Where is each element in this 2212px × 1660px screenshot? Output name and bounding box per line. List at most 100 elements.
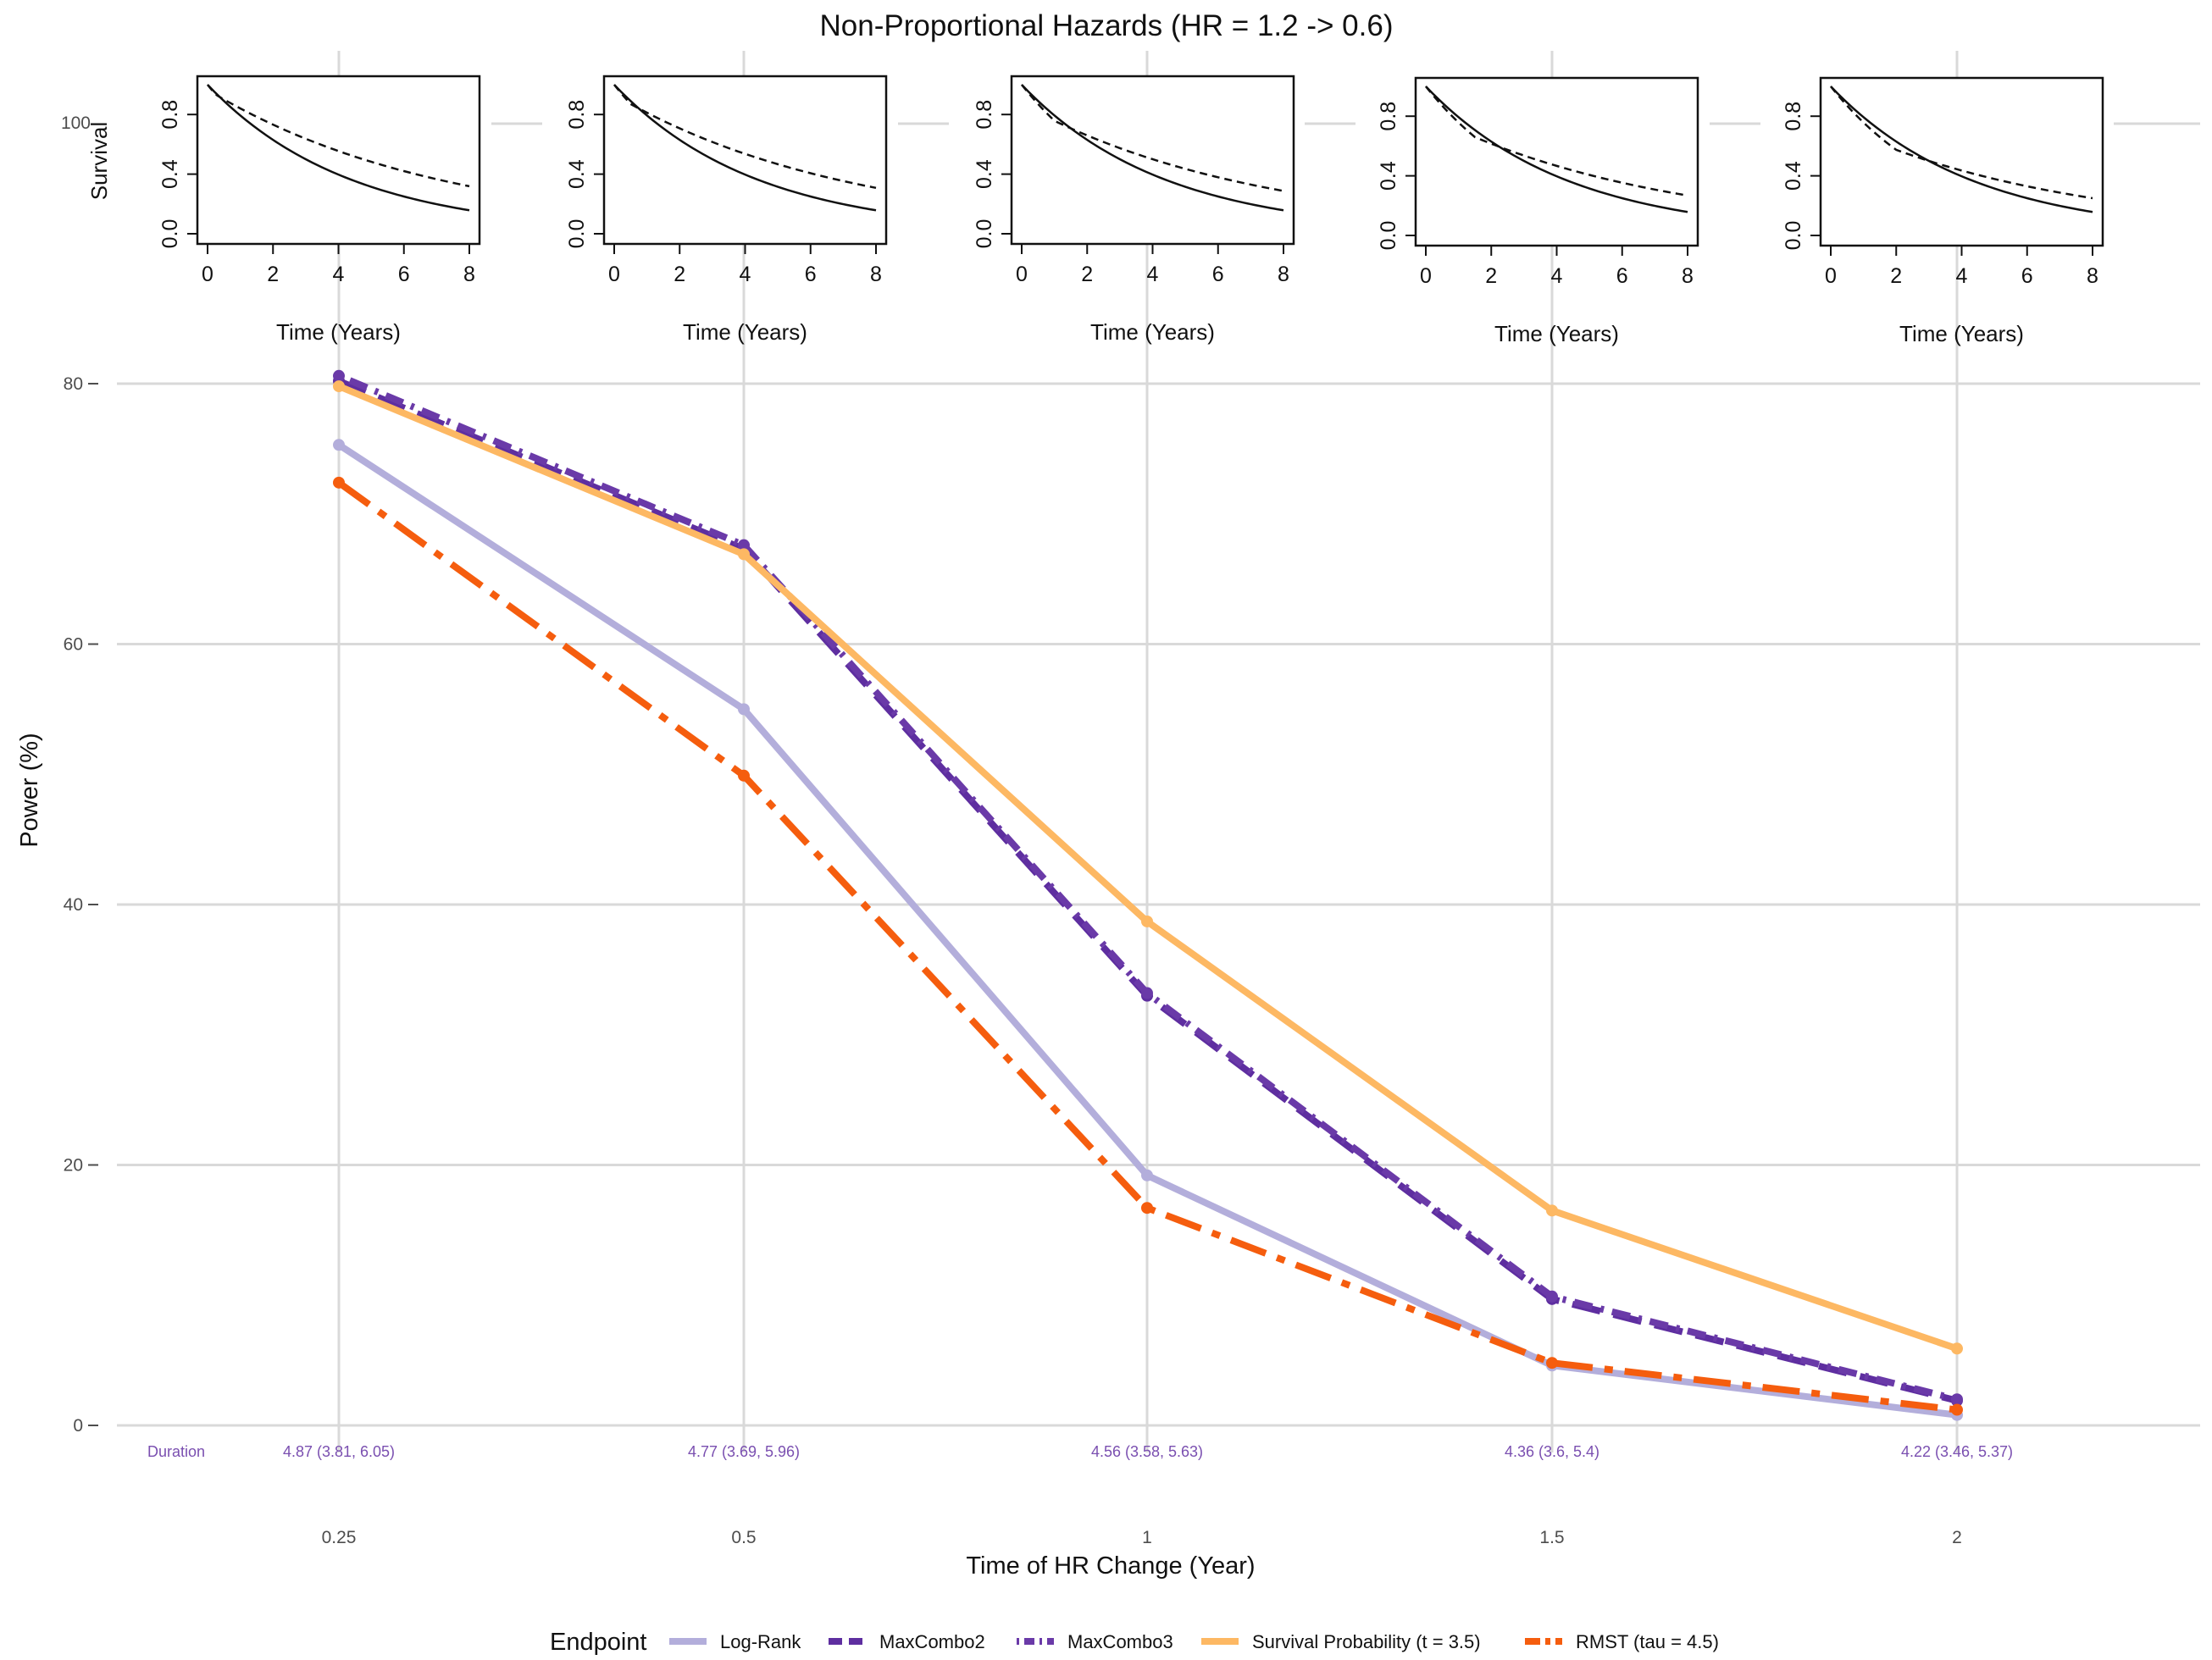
series-point: [738, 539, 750, 551]
inset-panel-0: 0 2 4 6 8 0.0 0.4 0.8 Time (Years) Survival: [86, 75, 481, 345]
inset-x-tick-label: 2: [674, 263, 685, 286]
x-tick-label: 2: [1952, 1528, 1962, 1547]
inset-x-tick-label: 0: [1016, 263, 1028, 286]
y-tick-label: 0: [73, 1416, 83, 1436]
inset-control-curve: [207, 84, 470, 212]
inset-x-tick-label: 8: [1682, 264, 1694, 288]
inset-x-tick-label: 2: [1081, 263, 1093, 286]
series-point: [1951, 1393, 1963, 1406]
gridlines: [117, 51, 2200, 1452]
chart-title: Non-Proportional Hazards (HR = 1.2 -> 0.…: [820, 9, 1394, 42]
series-point: [1951, 1342, 1963, 1355]
inset-y-tick-label: 0.8: [158, 100, 182, 130]
series-point: [1141, 987, 1153, 999]
inset-x-tick-label: 4: [1551, 264, 1563, 288]
series-point: [1546, 1357, 1558, 1370]
inset-x-tick-label: 2: [267, 263, 279, 286]
inset-panel-2: 0 2 4 6 8 0.0 0.4 0.8 Time (Years): [973, 75, 1295, 345]
series-point: [738, 769, 750, 782]
inset-x-tick-label: 0: [1825, 264, 1837, 288]
inset-y-tick-label: 0.0: [1377, 221, 1400, 251]
inset-panel-4: 0 2 4 6 8 0.0 0.4 0.8 Time (Years): [1782, 76, 2104, 346]
inset-treatment-curve: [613, 84, 877, 190]
inset-frame: [1414, 76, 1699, 247]
inset-x-tick-label: 8: [1278, 263, 1289, 286]
inset-control-curve: [1830, 86, 2093, 213]
inset-x-tick-label: 8: [870, 263, 882, 286]
series-point: [333, 369, 345, 382]
series-point: [1141, 1169, 1153, 1181]
inset-y-tick-label: 0.4: [565, 159, 589, 189]
x-tick-label: 1: [1142, 1528, 1152, 1547]
inset-frame: [602, 75, 888, 246]
y-tick-label: 60: [64, 635, 83, 655]
inset-y-tick-label: 0.8: [565, 100, 589, 130]
series-point: [1546, 1290, 1558, 1303]
survival-insets: 100 0 2 4 6 8 0.0 0.4 0.8 Time (Years) Survival 0 2 4…: [61, 75, 2200, 346]
inset-x-tick-label: 0: [1420, 264, 1432, 288]
legend-label-4: RMST (tau = 4.5): [1576, 1631, 1719, 1652]
inset-x-tick-label: 6: [2021, 264, 2033, 288]
inset-x-title: Time (Years): [1090, 319, 1215, 345]
series-point: [1951, 1403, 1963, 1416]
inset-x-tick-label: 0: [202, 263, 213, 286]
inset-treatment-curve: [207, 84, 470, 188]
inset-x-tick-label: 4: [333, 263, 345, 286]
main-axes: 0 20 40 60 80 0.25 0.5 1 1.5 2: [64, 374, 1962, 1547]
inset-x-tick-label: 2: [1890, 264, 1902, 288]
y-tick-label: 80: [64, 374, 83, 394]
x-tick-label: 1.5: [1539, 1528, 1564, 1547]
inset-treatment-curve: [1425, 86, 1688, 197]
series-line-4: [336, 479, 1958, 1414]
y-tick-label: 40: [64, 895, 83, 915]
inset-x-tick-label: 2: [1485, 264, 1497, 288]
stray-y-label: 100: [61, 113, 91, 133]
inset-x-tick-label: 8: [463, 263, 475, 286]
duration-value: 4.56 (3.58, 5.63): [1091, 1443, 1203, 1460]
inset-x-title: Time (Years): [1899, 321, 2024, 346]
inset-x-tick-label: 6: [398, 263, 410, 286]
inset-y-title: Survival: [86, 122, 112, 200]
series-point: [333, 439, 345, 451]
inset-y-tick-label: 0.4: [158, 159, 182, 189]
inset-frame: [196, 75, 481, 246]
inset-y-tick-label: 0.8: [973, 100, 996, 130]
inset-x-tick-label: 6: [1616, 264, 1628, 288]
duration-value: 4.36 (3.6, 5.4): [1505, 1443, 1599, 1460]
inset-control-curve: [1425, 86, 1688, 213]
inset-x-tick-label: 6: [805, 263, 817, 286]
legend: Endpoint Log-Rank MaxCombo2 MaxCombo3 Surviv…: [550, 1629, 1719, 1656]
series-point: [333, 380, 345, 393]
inset-panel-1: 0 2 4 6 8 0.0 0.4 0.8 Time (Years): [565, 75, 888, 345]
inset-treatment-curve: [1021, 84, 1284, 192]
legend-label-0: Log-Rank: [720, 1631, 801, 1652]
y-tick-label: 20: [64, 1156, 83, 1176]
y-axis-title: Power (%): [16, 733, 43, 847]
inset-y-tick-label: 0.0: [565, 219, 589, 249]
inset-y-tick-label: 0.0: [1782, 221, 1805, 251]
legend-label-2: MaxCombo3: [1067, 1631, 1173, 1652]
inset-control-curve: [613, 84, 877, 212]
series-lines: [333, 369, 1963, 1421]
inset-y-tick-label: 0.4: [1377, 161, 1400, 191]
duration-value: 4.87 (3.81, 6.05): [283, 1443, 395, 1460]
inset-x-tick-label: 4: [740, 263, 751, 286]
inset-panel-3: 0 2 4 6 8 0.0 0.4 0.8 Time (Years): [1377, 76, 1699, 346]
legend-title: Endpoint: [550, 1629, 647, 1656]
inset-y-tick-label: 0.4: [973, 159, 996, 189]
x-axis-title: Time of HR Change (Year): [966, 1552, 1255, 1580]
inset-y-tick-label: 0.8: [1782, 102, 1805, 131]
inset-x-tick-label: 6: [1212, 263, 1224, 286]
inset-treatment-curve: [1830, 86, 2093, 200]
series-point: [738, 548, 750, 561]
inset-x-title: Time (Years): [276, 319, 401, 345]
legend-label-1: MaxCombo2: [879, 1631, 985, 1652]
inset-y-tick-label: 0.4: [1782, 161, 1805, 191]
inset-y-tick-label: 0.8: [1377, 102, 1400, 131]
legend-label-3: Survival Probability (t = 3.5): [1252, 1631, 1481, 1652]
series-point: [1546, 1204, 1558, 1217]
inset-x-title: Time (Years): [683, 319, 807, 345]
duration-label: Duration: [147, 1443, 205, 1460]
inset-y-tick-label: 0.0: [973, 219, 996, 249]
x-tick-label: 0.25: [322, 1528, 357, 1547]
